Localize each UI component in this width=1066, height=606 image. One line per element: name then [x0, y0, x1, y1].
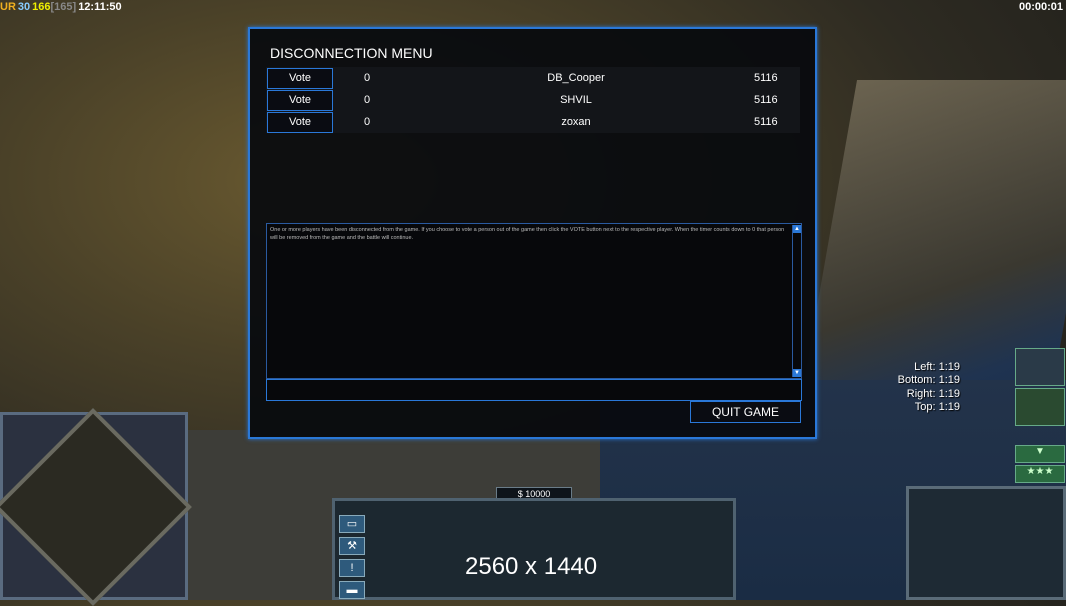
- player-row: Vote 0 zoxan 5116: [266, 111, 800, 133]
- vote-count: 0: [364, 72, 371, 84]
- minimap-terrain: [0, 408, 192, 606]
- timer-left: Left: 1:19: [914, 361, 960, 373]
- clock: 12:11:50: [78, 1, 122, 13]
- building-icon[interactable]: [1015, 388, 1065, 426]
- vote-count: 0: [364, 116, 371, 128]
- player-list: Vote 0 DB_Cooper 5116 Vote 0 SHVIL 5116 …: [266, 67, 800, 133]
- timer-top: Top: 1:19: [914, 400, 960, 413]
- faction-emblem: [906, 486, 1066, 600]
- ur-label: UR: [0, 1, 16, 13]
- player-name: SHVIL: [560, 94, 592, 106]
- vote-button[interactable]: Vote: [267, 112, 333, 133]
- timer-bottom: Bottom: 1:19: [897, 374, 960, 387]
- ur-value: 30: [17, 1, 31, 13]
- stars-icon[interactable]: ★★★: [1015, 465, 1065, 483]
- player-score: 5116: [754, 116, 778, 128]
- message-text: One or more players have been disconnect…: [270, 227, 785, 241]
- timer-right: Right: 1:19: [906, 387, 960, 400]
- sign-icon[interactable]: ▬: [339, 581, 365, 599]
- dialog-title: DISCONNECTION MENU: [270, 45, 433, 61]
- player-row: Vote 0 SHVIL 5116: [266, 89, 800, 111]
- quit-game-button[interactable]: QUIT GAME: [690, 401, 801, 423]
- chevron-down-icon[interactable]: ▼: [1015, 445, 1065, 463]
- player-score: 5116: [754, 94, 778, 106]
- wrench-icon[interactable]: ⚒: [339, 537, 365, 555]
- vote-count: 0: [364, 94, 371, 106]
- player-score: 5116: [754, 72, 778, 84]
- chat-input[interactable]: [266, 379, 802, 401]
- scroll-up-icon[interactable]: ▲: [793, 225, 801, 233]
- minimap[interactable]: [0, 408, 192, 606]
- player-name: DB_Cooper: [547, 72, 605, 84]
- vote-button[interactable]: Vote: [267, 68, 333, 89]
- player-name: zoxan: [561, 116, 591, 128]
- command-bar: ▭ ⚒ ! ▬ 2560 x 1440: [332, 498, 736, 600]
- resolution-overlay: 2560 x 1440: [465, 553, 598, 580]
- player-row: Vote 0 DB_Cooper 5116: [266, 67, 800, 89]
- fps-bracket: [165]: [50, 1, 77, 13]
- disconnection-dialog: DISCONNECTION MENU Vote 0 DB_Cooper 5116…: [248, 27, 817, 439]
- scrollbar[interactable]: ▲ ▼: [792, 225, 801, 377]
- alert-icon[interactable]: !: [339, 559, 365, 577]
- scroll-down-icon[interactable]: ▼: [793, 369, 801, 377]
- message-box: One or more players have been disconnect…: [266, 223, 802, 379]
- vote-button[interactable]: Vote: [267, 90, 333, 111]
- game-time: 00:00:01: [1018, 1, 1063, 13]
- satellite-icon[interactable]: [1015, 348, 1065, 386]
- stats-readout: UR 30 166[165] 12:11:50: [0, 1, 124, 13]
- fps: 166: [32, 1, 51, 13]
- windows-icon[interactable]: ▭: [339, 515, 365, 533]
- timers: Left: 1:19 Bottom: 1:19 Right: 1:19 Top:…: [880, 361, 960, 414]
